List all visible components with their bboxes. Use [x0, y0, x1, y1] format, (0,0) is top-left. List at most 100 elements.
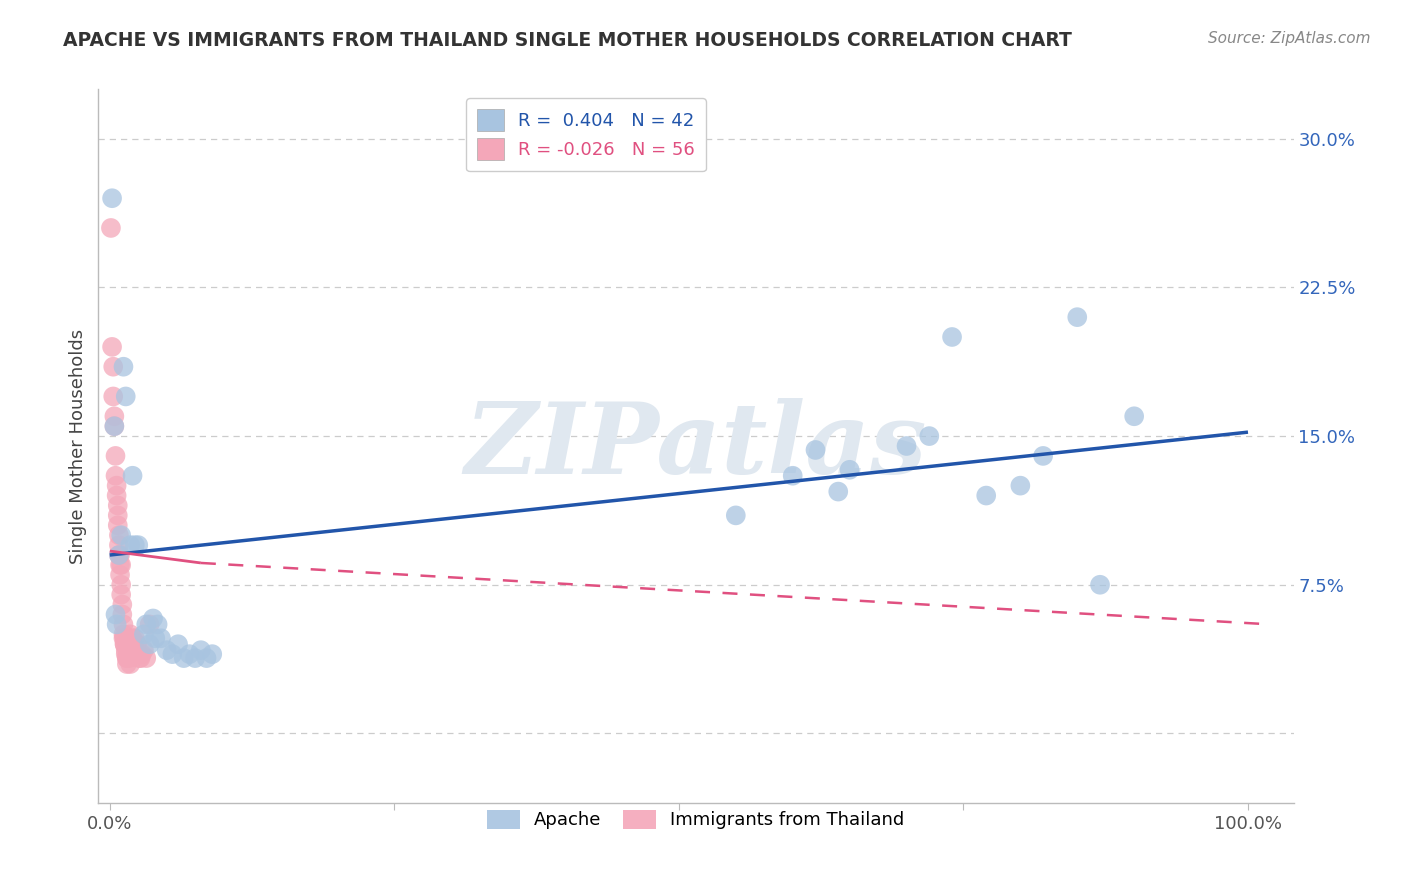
Point [117, 647, 139, 661]
Point [101, 191, 124, 205]
Point [125, 643, 148, 657]
Point [103, 389, 125, 403]
Point [120, 657, 142, 671]
Point [121, 632, 143, 646]
Point [120, 643, 142, 657]
Point [121, 468, 143, 483]
Point [108, 548, 131, 562]
Legend: Apache, Immigrants from Thailand: Apache, Immigrants from Thailand [481, 803, 911, 837]
Point [941, 330, 963, 344]
Point [120, 637, 142, 651]
Point [108, 548, 131, 562]
Point [1123, 409, 1146, 424]
Point [110, 558, 132, 572]
Point [127, 637, 149, 651]
Point [108, 567, 131, 582]
Point [108, 558, 131, 572]
Point [138, 637, 160, 651]
Point [195, 651, 218, 665]
Point [162, 647, 184, 661]
Point [827, 484, 849, 499]
Y-axis label: Single Mother Households: Single Mother Households [69, 328, 87, 564]
Point [108, 538, 131, 552]
Point [114, 637, 136, 651]
Point [124, 632, 146, 646]
Point [111, 607, 134, 622]
Point [142, 611, 165, 625]
Point [100, 221, 122, 235]
Point [782, 468, 804, 483]
Point [115, 651, 138, 665]
Point [118, 637, 141, 651]
Point [124, 538, 146, 552]
Point [127, 647, 149, 661]
Point [135, 617, 157, 632]
Point [1088, 578, 1111, 592]
Point [724, 508, 747, 523]
Point [111, 598, 134, 612]
Point [918, 429, 941, 443]
Point [110, 528, 132, 542]
Point [128, 651, 150, 665]
Point [101, 340, 124, 354]
Point [173, 651, 195, 665]
Point [103, 419, 125, 434]
Point [118, 651, 141, 665]
Point [108, 528, 131, 542]
Point [107, 508, 129, 523]
Point [103, 419, 125, 434]
Point [132, 643, 155, 657]
Point [112, 632, 135, 646]
Point [127, 538, 149, 552]
Point [104, 468, 127, 483]
Point [103, 409, 125, 424]
Point [838, 463, 860, 477]
Point [120, 538, 142, 552]
Point [105, 617, 128, 632]
Point [804, 442, 827, 457]
Point [156, 643, 179, 657]
Point [138, 617, 160, 632]
Point [115, 657, 138, 671]
Point [131, 647, 153, 661]
Point [114, 632, 136, 646]
Point [110, 578, 132, 592]
Point [103, 359, 125, 374]
Point [112, 627, 135, 641]
Point [167, 637, 190, 651]
Point [110, 588, 132, 602]
Point [132, 627, 155, 641]
Point [107, 499, 129, 513]
Point [114, 389, 136, 403]
Point [115, 651, 138, 665]
Point [179, 647, 201, 661]
Point [146, 617, 169, 632]
Text: ZIPatlas: ZIPatlas [465, 398, 927, 494]
Point [143, 632, 166, 646]
Point [129, 651, 152, 665]
Point [150, 632, 173, 646]
Point [1032, 449, 1054, 463]
Text: Source: ZipAtlas.com: Source: ZipAtlas.com [1208, 31, 1371, 46]
Point [1010, 478, 1032, 492]
Point [974, 489, 997, 503]
Point [107, 518, 129, 533]
Point [114, 647, 136, 661]
Text: APACHE VS IMMIGRANTS FROM THAILAND SINGLE MOTHER HOUSEHOLDS CORRELATION CHART: APACHE VS IMMIGRANTS FROM THAILAND SINGL… [63, 31, 1073, 50]
Point [108, 548, 131, 562]
Point [190, 643, 212, 657]
Point [201, 647, 224, 661]
Point [104, 607, 127, 622]
Point [105, 478, 128, 492]
Point [114, 637, 136, 651]
Point [896, 439, 918, 453]
Point [105, 489, 128, 503]
Point [135, 651, 157, 665]
Point [118, 641, 141, 656]
Point [104, 449, 127, 463]
Point [112, 617, 135, 632]
Point [1066, 310, 1088, 325]
Point [112, 359, 135, 374]
Point [120, 627, 142, 641]
Point [122, 647, 145, 661]
